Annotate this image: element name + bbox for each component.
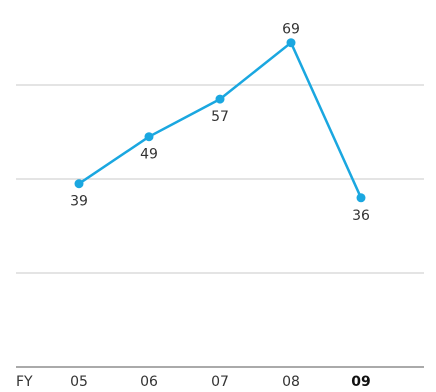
x-axis-prefix-label: FY	[16, 374, 33, 390]
x-tick-label: 07	[211, 374, 229, 390]
x-tick-label: 09	[351, 374, 370, 390]
data-label: 57	[211, 109, 229, 125]
data-labels: 39 49 57 69 36	[70, 22, 370, 224]
data-label: 49	[140, 147, 158, 163]
data-points	[74, 38, 366, 203]
data-point	[356, 193, 366, 203]
data-label: 36	[352, 208, 370, 224]
x-tick-label: 05	[70, 374, 88, 390]
data-point	[74, 179, 84, 189]
data-point	[286, 38, 296, 48]
data-label: 39	[70, 194, 88, 210]
data-point	[144, 132, 154, 142]
x-tick-label: 06	[140, 374, 158, 390]
data-label: 69	[282, 22, 300, 38]
x-tick-labels: FY 05 06 07 08 09	[16, 374, 371, 390]
data-point	[215, 94, 225, 104]
x-tick-label: 08	[282, 374, 300, 390]
